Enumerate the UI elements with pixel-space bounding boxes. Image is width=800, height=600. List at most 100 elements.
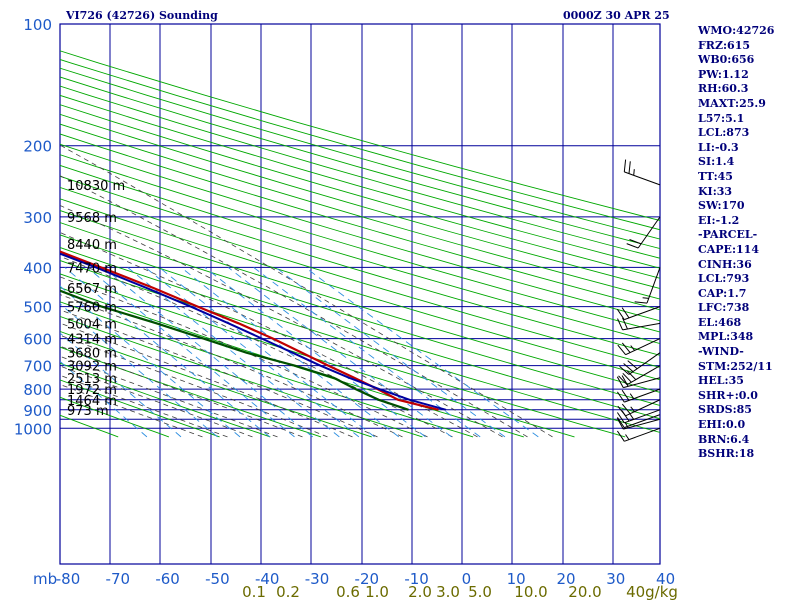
height-label: 4314 m [67,333,117,348]
wind-barb-feather [621,389,630,401]
mixing-ratio-label: 20.0 [568,583,601,600]
index-item: KI:33 [698,184,733,198]
dry-adiabat [60,379,220,438]
wind-barb [618,365,661,386]
wind-barb-feather [626,243,639,249]
mixing-ratio-line [204,267,426,438]
wind-barb-feather [616,430,625,442]
wind-barb-staff [646,267,661,304]
index-item: EHI:0.0 [698,418,746,432]
wind-barb [617,317,661,331]
wind-barb-half-feather [629,393,635,399]
height-label: 5004 m [67,317,117,332]
wind-barb-staff [623,377,661,389]
height-label: 9568 m [67,211,117,226]
wind-barb-half-feather [642,297,649,299]
dry-adiabat [60,133,660,311]
index-item: FRZ:615 [698,38,751,52]
mixing-ratio-label: 3.0 [436,583,460,600]
height-label: 1464 m [67,394,117,409]
wind-barb-feather [616,309,625,320]
wind-barb-feather [627,360,638,370]
wind-barb-staff [622,322,661,331]
dry-adiabat [60,59,660,231]
dry-adiabat [60,346,322,438]
wind-barb-feather [617,344,626,356]
moist-adiabats [60,145,553,438]
dry-adiabat [60,234,660,420]
temperature-tick-label: -50 [205,570,230,588]
wind-barb-staff [624,427,661,442]
temperature-tick-label: -40 [255,570,280,588]
mixing-ratio-line [253,267,481,438]
mixing-ratio-line [227,267,452,438]
dry-adiabat [60,301,474,438]
wind-barb-staff [626,365,661,386]
temperature-tick-label: 40 [656,570,675,588]
index-item: LCL:793 [698,272,750,286]
moist-adiabat [60,309,378,438]
wind-barb-feather [623,159,627,172]
mixing-ratio-line [127,267,340,438]
mixing-ratio-label: 0.6 [336,583,360,600]
wind-barb-feather [616,376,624,388]
wind-barb [619,352,661,375]
height-label: 973 m [67,404,109,419]
index-item: TT:45 [698,169,733,183]
dry-adiabat [60,175,660,356]
wind-barb [617,338,661,356]
index-item: SHR+:0.0 [698,388,758,402]
index-item: MAXT:25.9 [698,96,766,110]
index-item: WMO:42726 [698,24,775,37]
dry-adiabat [60,164,660,345]
dry-adiabat [60,67,660,240]
mixing-ratio-label: 1.0 [365,583,389,600]
wind-barbs [616,159,661,442]
mixing-ratio-lines [60,267,539,438]
dry-adiabat [60,330,372,438]
sounding-time: 0000Z 30 APR 25 [563,9,670,22]
dry-adiabat [60,396,170,438]
pressure-tick-label: 500 [23,299,52,317]
height-label: 5760 m [67,301,117,316]
temperature-tick-label: 0 [462,570,472,588]
wind-barb-feather [616,412,625,424]
moist-adiabat [60,374,228,438]
wind-barb-staff [624,388,661,403]
dry-adiabat [60,154,660,333]
dry-adiabat [60,198,660,381]
wind-barb-half-feather [629,414,635,420]
moist-adiabat [61,145,553,438]
mixing-ratio-line [103,267,313,438]
wind-barb-feather [628,161,631,174]
wind-barb-staff [624,409,661,424]
mixing-ratio-line [60,285,241,438]
height-label: 3092 m [67,360,117,375]
wind-barb [626,216,661,249]
mixing-ratio-line [180,267,400,438]
index-item: EI:-1.2 [698,213,740,227]
wind-barb-staff [637,216,661,249]
pressure-tick-label: 800 [23,381,52,399]
dewpoint-line [60,289,409,411]
wind-barb-feather [621,342,631,353]
index-item: SI:1.4 [698,155,735,169]
pressure-tick-label: 200 [23,138,52,156]
mixing-ratio-label: 0.2 [276,583,300,600]
mixing-ratio-line [86,267,295,438]
index-item: -WIND- [698,345,744,359]
dry-adiabat [60,222,660,406]
dry-adiabat [60,123,660,300]
dry-adiabats [60,50,660,438]
dry-adiabat [60,260,626,438]
wind-barb-feather [617,318,624,331]
index-item: L57:5.1 [698,111,745,125]
wind-barb [616,414,661,429]
wind-barb-half-feather [633,169,635,176]
moist-adiabat [60,365,253,438]
index-item: PW:1.12 [698,67,749,81]
sounding-title: VI726 (42726) Sounding [66,9,218,22]
dry-adiabat [60,104,660,279]
temperature-tick-label: -20 [355,570,380,588]
